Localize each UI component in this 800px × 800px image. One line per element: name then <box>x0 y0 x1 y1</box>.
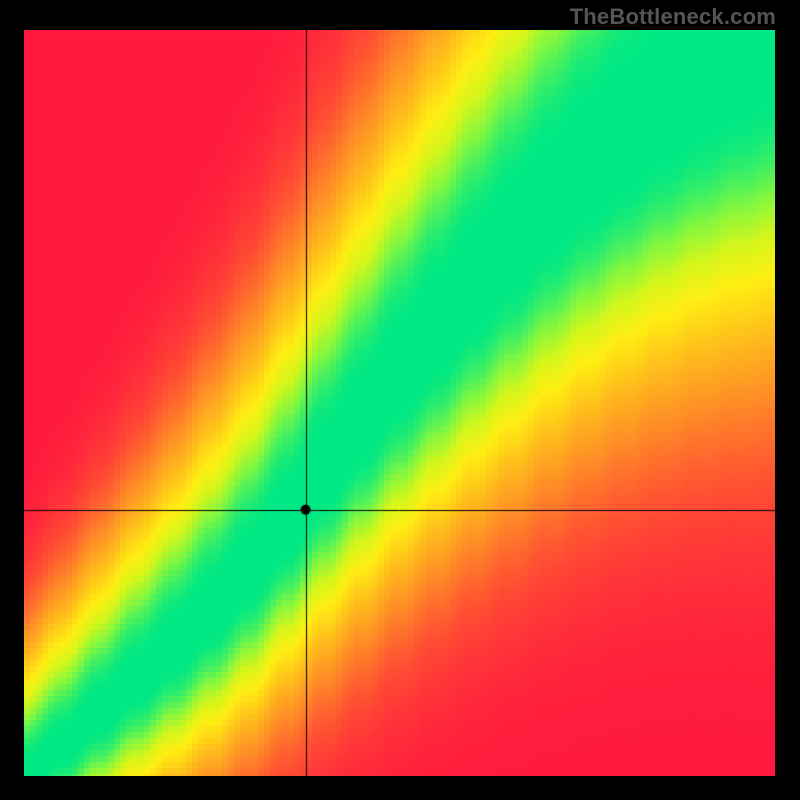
site-watermark: TheBottleneck.com <box>570 4 776 30</box>
crosshair-overlay <box>24 30 775 776</box>
